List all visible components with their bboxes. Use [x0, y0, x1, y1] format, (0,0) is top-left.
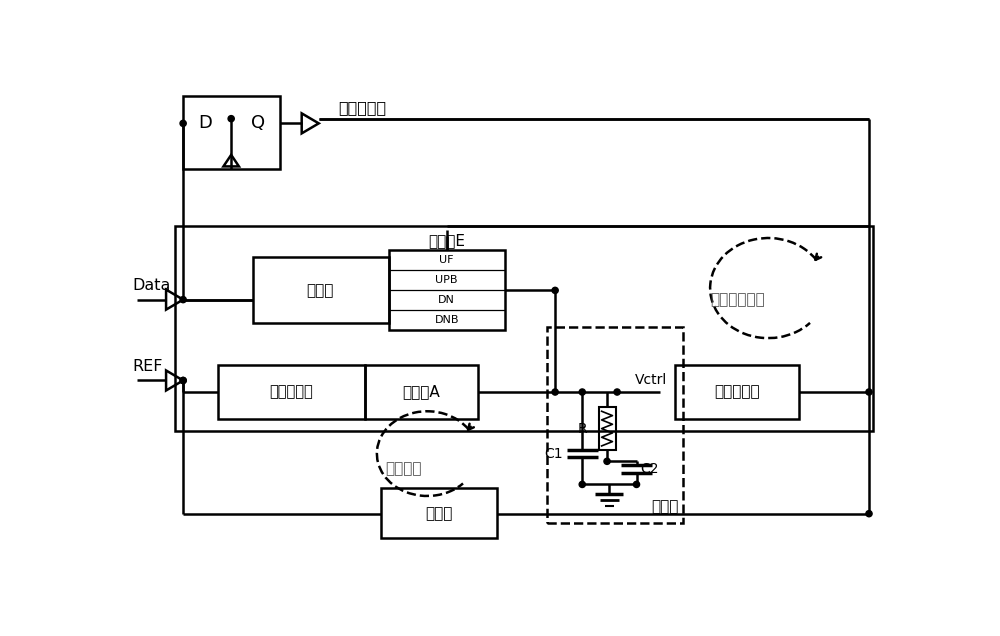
Bar [675, 365, 799, 419]
Text: C1: C1 [544, 446, 563, 460]
Circle shape [228, 116, 234, 121]
Circle shape [180, 296, 186, 303]
Circle shape [552, 287, 558, 293]
Text: UF: UF [439, 254, 454, 265]
Circle shape [180, 377, 186, 384]
Text: REF: REF [133, 359, 163, 374]
Circle shape [614, 389, 620, 395]
Text: 锁相环路: 锁相环路 [386, 462, 422, 476]
Circle shape [180, 120, 186, 127]
Circle shape [866, 389, 872, 395]
Text: UPB: UPB [435, 275, 458, 285]
Bar [365, 365, 478, 419]
Bar [547, 326, 683, 523]
Text: 滤波器: 滤波器 [652, 499, 679, 514]
Bar [183, 95, 280, 169]
Circle shape [604, 459, 610, 464]
Circle shape [579, 481, 585, 488]
Text: R: R [578, 422, 588, 436]
Text: 分频器: 分频器 [425, 506, 453, 521]
Text: 恢复的数据: 恢复的数据 [338, 100, 386, 116]
Text: Data: Data [133, 279, 171, 293]
Circle shape [552, 389, 558, 395]
Text: Q: Q [251, 114, 265, 132]
Text: 鉴频鉴相器: 鉴频鉴相器 [270, 385, 314, 399]
Bar [175, 226, 873, 431]
Text: DN: DN [438, 295, 455, 305]
Text: Vctrl: Vctrl [635, 373, 668, 387]
Text: 电荷泵A: 电荷泵A [402, 385, 440, 399]
Text: D: D [198, 114, 212, 132]
Bar [253, 258, 388, 322]
Circle shape [633, 481, 640, 488]
Text: DNB: DNB [434, 315, 459, 325]
Circle shape [180, 377, 186, 384]
Bar [388, 249, 505, 331]
Bar [599, 408, 616, 450]
Text: 鉴相器: 鉴相器 [307, 283, 334, 298]
Bar [381, 488, 497, 538]
Text: 电荷泵E: 电荷泵E [428, 233, 465, 248]
Text: 压控振荡器: 压控振荡器 [714, 385, 760, 399]
Text: C2: C2 [640, 462, 659, 476]
Circle shape [579, 389, 585, 395]
Bar [218, 365, 365, 419]
Text: 相位跟踪环路: 相位跟踪环路 [710, 292, 765, 307]
Circle shape [866, 511, 872, 517]
